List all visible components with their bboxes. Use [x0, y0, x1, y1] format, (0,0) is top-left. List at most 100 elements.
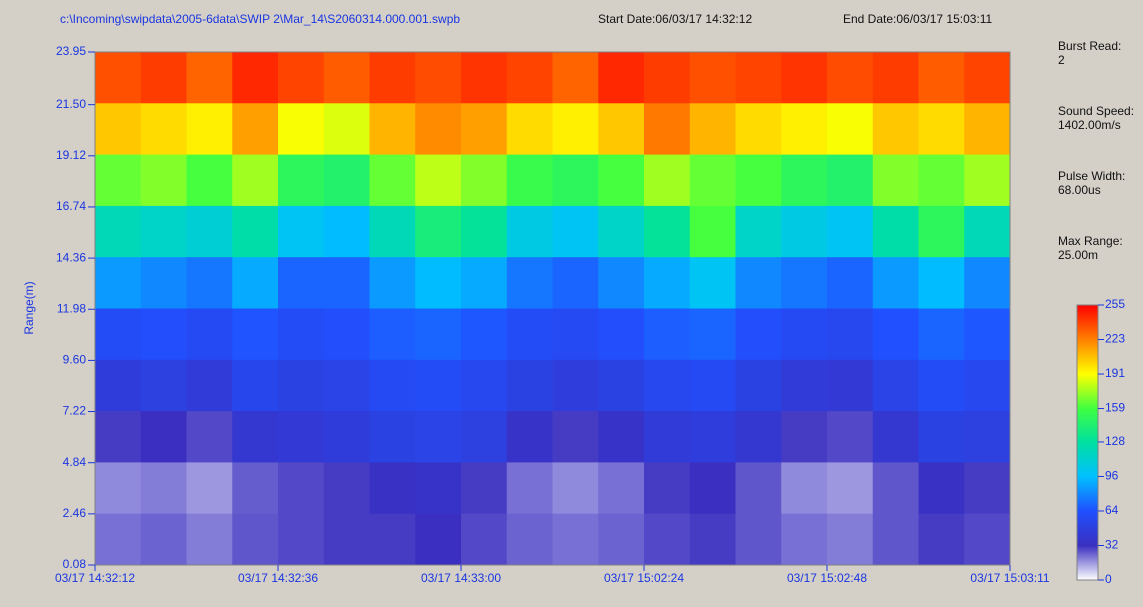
heatmap-cell [598, 359, 645, 412]
heatmap-cell [827, 103, 874, 156]
heatmap-cell [827, 154, 874, 207]
heatmap-cell [552, 103, 599, 156]
heatmap-cell [323, 257, 370, 309]
heatmap-cell [872, 411, 919, 463]
heatmap-cell [506, 52, 553, 104]
heatmap-cell [506, 103, 553, 156]
heatmap-cell [232, 257, 279, 309]
heatmap-cell [369, 462, 416, 515]
heatmap-cell [278, 205, 325, 258]
heatmap-cell [140, 103, 187, 156]
heatmap-cell [964, 154, 1011, 207]
heatmap-cell [95, 257, 142, 309]
heatmap-cell [461, 359, 508, 412]
heatmap-cell [323, 513, 370, 566]
heatmap-cell [506, 411, 553, 463]
y-tick-label: 0.08 [63, 557, 87, 571]
heatmap-cell [644, 103, 691, 156]
heatmap-cell [323, 359, 370, 412]
heatmap-cell [369, 103, 416, 156]
heatmap-cell [461, 205, 508, 258]
heatmap-cell [232, 154, 279, 207]
heatmap-cell [735, 103, 782, 156]
heatmap-cell [918, 308, 965, 361]
heatmap-cell [827, 359, 874, 412]
y-tick-label: 14.36 [56, 250, 86, 264]
heatmap-cell [872, 205, 919, 258]
heatmap-cell [827, 462, 874, 515]
heatmap-cell [506, 513, 553, 566]
heatmap-cell [964, 103, 1011, 156]
heatmap-cell [918, 205, 965, 258]
info-label: Sound Speed: [1058, 104, 1134, 118]
heatmap-cell [552, 462, 599, 515]
heatmap-cell [95, 308, 142, 361]
heatmap-cell [461, 103, 508, 156]
colorbar-tick-label: 64 [1105, 503, 1119, 517]
heatmap-cell [506, 462, 553, 515]
heatmap-cell [186, 359, 233, 412]
heatmap-cell [186, 103, 233, 156]
heatmap-cell [644, 257, 691, 309]
heatmap-cell [964, 257, 1011, 309]
colorbar-tick-label: 96 [1105, 469, 1119, 483]
heatmap-cell [827, 411, 874, 463]
heatmap-cell [781, 52, 828, 104]
y-tick-label: 2.46 [63, 506, 87, 520]
heatmap-cell [95, 359, 142, 412]
heatmap-cell [369, 513, 416, 566]
heatmap-cell [552, 154, 599, 207]
x-tick-label: 03/17 15:03:11 [970, 571, 1050, 585]
heatmap-cell [918, 52, 965, 104]
heatmap-cell [918, 411, 965, 463]
heatmap-cell [415, 205, 462, 258]
heatmap-cell [506, 154, 553, 207]
heatmap-cell [186, 462, 233, 515]
heatmap-cell [369, 205, 416, 258]
heatmap-cell [827, 513, 874, 566]
heatmap-cell [689, 359, 736, 412]
x-tick-label: 03/17 14:32:12 [55, 571, 135, 585]
info-value: 68.00us [1058, 183, 1101, 197]
heatmap-cell [95, 154, 142, 207]
y-tick-label: 4.84 [63, 455, 87, 469]
colorbar-tick-label: 159 [1105, 401, 1125, 415]
colorbar-tick-label: 223 [1105, 332, 1125, 346]
heatmap-cell [323, 308, 370, 361]
heatmap-cell [186, 308, 233, 361]
heatmap-cell [964, 52, 1011, 104]
heatmap-cell [644, 205, 691, 258]
file-path: c:\Incoming\swipdata\2005-6data\SWIP 2\M… [60, 12, 460, 26]
info-value: 25.00m [1058, 248, 1098, 262]
x-tick-label: 03/17 14:33:00 [421, 571, 501, 585]
heatmap-cell [186, 52, 233, 104]
heatmap-cell [644, 154, 691, 207]
heatmap-cell [964, 308, 1011, 361]
heatmap-cell [140, 462, 187, 515]
heatmap-cell [735, 462, 782, 515]
heatmap-cell [964, 205, 1011, 258]
heatmap-cell [735, 154, 782, 207]
heatmap-cell [918, 359, 965, 412]
info-value: 1402.00m/s [1058, 118, 1121, 132]
heatmap-cell [369, 52, 416, 104]
colorbar-tick-label: 191 [1105, 366, 1125, 380]
heatmap-cell [872, 359, 919, 412]
heatmap-cell [232, 52, 279, 104]
heatmap-cell [415, 359, 462, 412]
heatmap-cell [278, 103, 325, 156]
x-tick-label: 03/17 15:02:48 [787, 571, 867, 585]
plot-frame [94, 51, 1011, 566]
heatmap-cell [598, 52, 645, 104]
heatmap-cell [140, 52, 187, 104]
heatmap-cell [689, 513, 736, 566]
heatmap-cell [140, 359, 187, 412]
heatmap-cell [323, 205, 370, 258]
heatmap-cell [689, 411, 736, 463]
heatmap-cell [689, 462, 736, 515]
heatmap-cell [461, 257, 508, 309]
heatmap-cell [598, 154, 645, 207]
heatmap-cell [415, 513, 462, 566]
heatmap-cell [872, 308, 919, 361]
heatmap-cell [415, 257, 462, 309]
